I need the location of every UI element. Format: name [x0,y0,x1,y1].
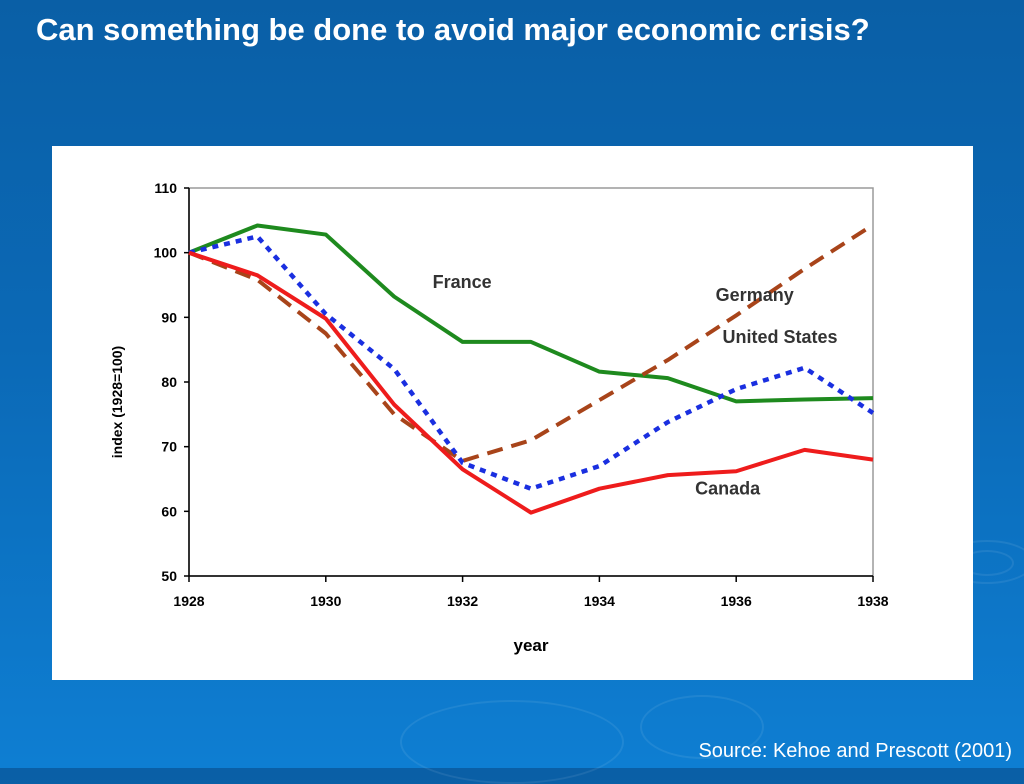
series-label-canada: Canada [695,479,761,499]
axes: 50 60 70 80 90 100 110 1928 1930 1932 1934 1936 1938… [109,180,889,655]
chart-panel: 50 60 70 80 90 100 110 1928 1930 1932 1934 1936 1938… [52,146,973,680]
x-axis-label: year [514,636,549,655]
y-tick-label: 100 [154,245,178,261]
plot-frame [188,187,874,577]
series-label-united-states: United States [723,327,838,347]
series-line-france [188,223,874,404]
y-tick-label: 60 [161,503,177,519]
background-ripple [400,700,624,784]
labels-layer: France Germany United States Canada [433,272,838,498]
x-tick-label: 1928 [173,593,204,609]
line-chart: 50 60 70 80 90 100 110 1928 1930 1932 1934 1936 1938… [109,180,889,655]
y-axis-label: index (1928=100) [109,346,125,458]
x-tick-label: 1938 [857,593,888,609]
series-line-germany [188,223,875,463]
y-tick-label: 80 [161,374,177,390]
series-label-france: France [433,272,492,292]
series-line-united-states [188,234,875,491]
y-tick-label: 70 [161,439,177,455]
x-tick-label: 1932 [447,593,478,609]
background-ripple [640,695,764,759]
source-note: Source: Kehoe and Prescott (2001) [698,740,1012,762]
slide-title: Can something be done to avoid major eco… [36,12,870,47]
series-layer [188,223,875,515]
y-tick-label: 90 [161,309,177,325]
x-tick-label: 1930 [310,593,341,609]
x-tick-label: 1934 [584,593,615,609]
y-tick-label: 110 [154,180,177,196]
series-label-germany: Germany [716,285,794,305]
series-line-canada [188,250,874,515]
x-tick-label: 1936 [721,593,752,609]
y-tick-label: 50 [161,568,177,584]
